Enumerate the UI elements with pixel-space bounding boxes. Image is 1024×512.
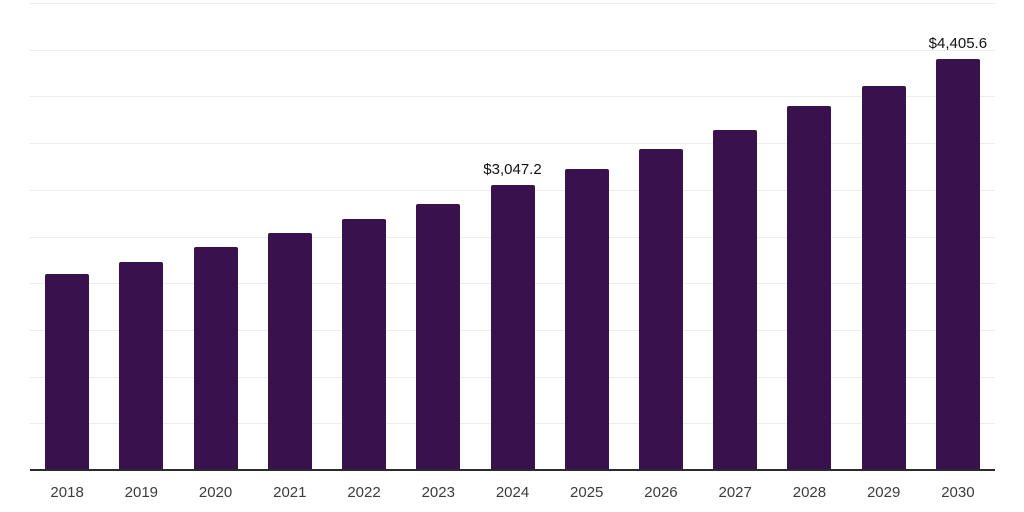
x-tick-2018: 2018	[50, 484, 84, 501]
plot-area: $3,047.2 $4,405.6	[30, 3, 995, 470]
x-tick-2023: 2023	[421, 484, 455, 501]
bar-2021	[267, 233, 312, 470]
x-tick-2029: 2029	[866, 484, 901, 501]
x-tick-2022: 2022	[347, 484, 381, 501]
x-axis-tick-labels: 2018 2019 2020 2021 2022 2023 2024 2025 2026 2027…	[30, 484, 995, 504]
bar-2028	[787, 106, 832, 470]
x-tick-2021: 2021	[273, 484, 307, 501]
bar-2019	[119, 261, 164, 470]
x-axis-line	[30, 469, 995, 471]
gridline-3500	[30, 143, 995, 145]
gridline-4000	[30, 96, 995, 98]
value-label-2030: $4,405.6	[928, 34, 988, 52]
bar-2024	[490, 185, 535, 470]
x-tick-2030: 2030	[941, 484, 975, 501]
bar-2023	[416, 203, 461, 470]
bar-2022	[342, 219, 387, 470]
x-tick-2025: 2025	[570, 484, 604, 501]
bar-2030	[935, 58, 980, 470]
x-tick-2028: 2028	[792, 484, 827, 501]
bar-2025	[564, 168, 609, 470]
x-tick-2026: 2026	[644, 484, 678, 501]
x-tick-2024: 2024	[495, 484, 530, 501]
value-label-2024: $3,047.2	[483, 161, 542, 179]
gridline-5000	[30, 3, 995, 4]
bar-2020	[193, 247, 238, 470]
bar-2026	[638, 148, 683, 470]
x-tick-2019: 2019	[124, 484, 159, 501]
gridline-4500	[30, 49, 995, 51]
bar-2029	[861, 85, 906, 470]
x-tick-2027: 2027	[718, 484, 752, 501]
bar-2018	[45, 273, 90, 470]
bar-2027	[713, 130, 758, 470]
x-tick-2020: 2020	[198, 484, 233, 501]
